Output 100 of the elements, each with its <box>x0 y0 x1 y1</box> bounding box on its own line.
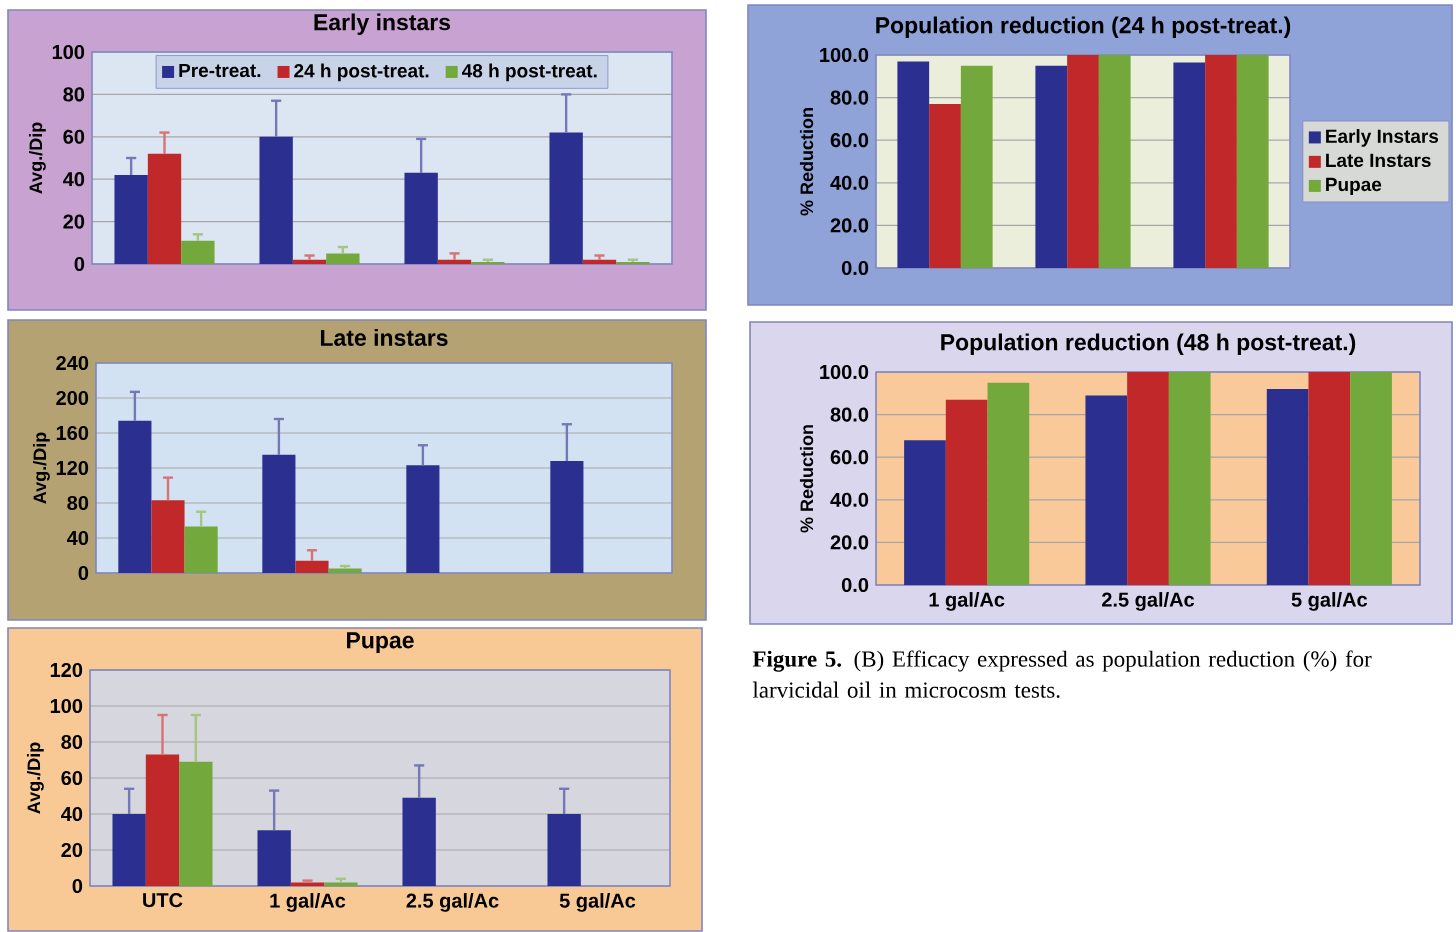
legend-label: Early Instars <box>1326 129 1439 147</box>
bar <box>897 61 930 268</box>
bar <box>147 153 182 264</box>
bar <box>549 132 583 264</box>
x-tick-label: 1 gal/Ac <box>929 592 1005 611</box>
y-tick-label: 40 <box>63 172 85 187</box>
y-tick-label: 20.0 <box>830 218 869 233</box>
chart-title: Late instars <box>320 329 448 346</box>
bar <box>112 814 146 886</box>
y-tick-label: 240 <box>56 355 89 371</box>
y-tick-label: 0 <box>74 256 85 272</box>
y-tick-label: 80.0 <box>830 90 869 105</box>
text: Figure 5. (B) Efficacy expressed as population reduction (%) for larvicidal oil in microcosm tests. <box>752 650 1372 698</box>
y-tick-label: 20.0 <box>830 535 869 550</box>
bar <box>929 103 961 268</box>
y-tick-label: 60.0 <box>830 133 869 148</box>
bar <box>324 882 358 886</box>
y-tick-label: 80 <box>61 734 83 750</box>
bar <box>1205 54 1237 268</box>
bar <box>1127 372 1169 585</box>
bar <box>904 440 946 585</box>
bar <box>179 761 213 886</box>
x-tick-label: UTC <box>143 893 183 908</box>
bar <box>1350 372 1392 585</box>
x-tick-label: 5 gal/Ac <box>1291 592 1368 611</box>
y-tick-label: 100.0 <box>820 47 869 63</box>
chart-title: Early instars <box>314 13 451 35</box>
bar <box>406 465 440 573</box>
bar <box>257 830 291 886</box>
y-tick-label: 40 <box>67 530 89 546</box>
y-tick-label: 100 <box>50 698 83 714</box>
bar <box>259 136 293 264</box>
bar <box>1308 372 1351 585</box>
bar <box>547 814 581 886</box>
y-tick-label: 160 <box>56 425 89 441</box>
y-axis-title: Avg./Dip <box>28 122 46 194</box>
y-tick-label: 100.0 <box>820 364 869 380</box>
x-tick-label: 5 gal/Ac <box>559 893 636 912</box>
y-tick-label: 60 <box>61 770 83 786</box>
legend-label: Pupae <box>1326 177 1382 195</box>
y-tick-label: 120 <box>56 460 89 476</box>
y-tick-label: 0.0 <box>841 577 869 593</box>
bar <box>582 259 617 264</box>
bar <box>118 420 152 573</box>
y-tick-label: 0 <box>78 565 89 581</box>
y-axis-title: Avg./Dip <box>26 742 44 814</box>
bar <box>945 399 988 585</box>
y-tick-label: 40.0 <box>830 492 869 507</box>
bar <box>1098 54 1131 268</box>
bar <box>290 882 325 886</box>
y-tick-label: 80 <box>67 495 89 511</box>
bar <box>437 259 472 264</box>
bar <box>960 65 993 268</box>
y-tick-label: 80.0 <box>830 407 869 422</box>
y-tick-label: 200 <box>56 390 89 406</box>
y-tick-label: 40.0 <box>830 175 869 190</box>
bar <box>1085 395 1128 585</box>
bar <box>1266 389 1309 585</box>
bar <box>987 382 1030 585</box>
legend-label: Late Instars <box>1326 153 1431 168</box>
legend-label: Pre-treat. <box>179 63 261 78</box>
y-axis-title: % Reduction <box>799 108 814 216</box>
y-tick-label: 20 <box>63 214 85 229</box>
bar <box>404 172 438 264</box>
y-tick-label: 60.0 <box>830 450 869 465</box>
y-tick-label: 60 <box>63 129 85 144</box>
bar <box>328 568 362 573</box>
x-tick-label: 2.5 gal/Ac <box>1102 592 1195 611</box>
bar <box>145 754 180 886</box>
y-tick-label: 0 <box>72 878 83 894</box>
bar <box>1067 54 1099 268</box>
bar <box>326 253 360 264</box>
bar <box>550 460 584 573</box>
y-axis-title: Avg./Dip <box>32 432 50 504</box>
chart-title: Pupae <box>347 632 414 653</box>
bar <box>616 261 650 264</box>
bar <box>295 560 329 573</box>
bar <box>1236 54 1269 268</box>
y-tick-label: 40 <box>61 806 83 822</box>
bar <box>184 526 218 573</box>
y-tick-label: 100 <box>52 44 85 60</box>
bar <box>1035 65 1068 268</box>
bar <box>262 454 296 573</box>
legend-label: 24 h post-treat. <box>294 63 429 82</box>
bar <box>292 259 327 264</box>
chart-title: Population reduction (48 h post-treat.) <box>941 333 1356 355</box>
y-tick-label: 80 <box>63 87 85 102</box>
bar <box>114 174 148 264</box>
bar <box>1173 62 1206 268</box>
bar <box>151 500 185 573</box>
legend-label: 48 h post-treat. <box>461 63 597 82</box>
y-tick-label: 120 <box>50 662 83 678</box>
bar <box>471 261 505 264</box>
y-tick-label: 20 <box>61 842 83 858</box>
y-tick-label: 0.0 <box>841 260 869 276</box>
chart-title: Population reduction (24 h post-treat.) <box>876 16 1291 38</box>
bar <box>402 797 436 886</box>
bar <box>1168 372 1211 585</box>
x-tick-label: 2.5 gal/Ac <box>406 893 499 912</box>
bar <box>181 240 215 264</box>
